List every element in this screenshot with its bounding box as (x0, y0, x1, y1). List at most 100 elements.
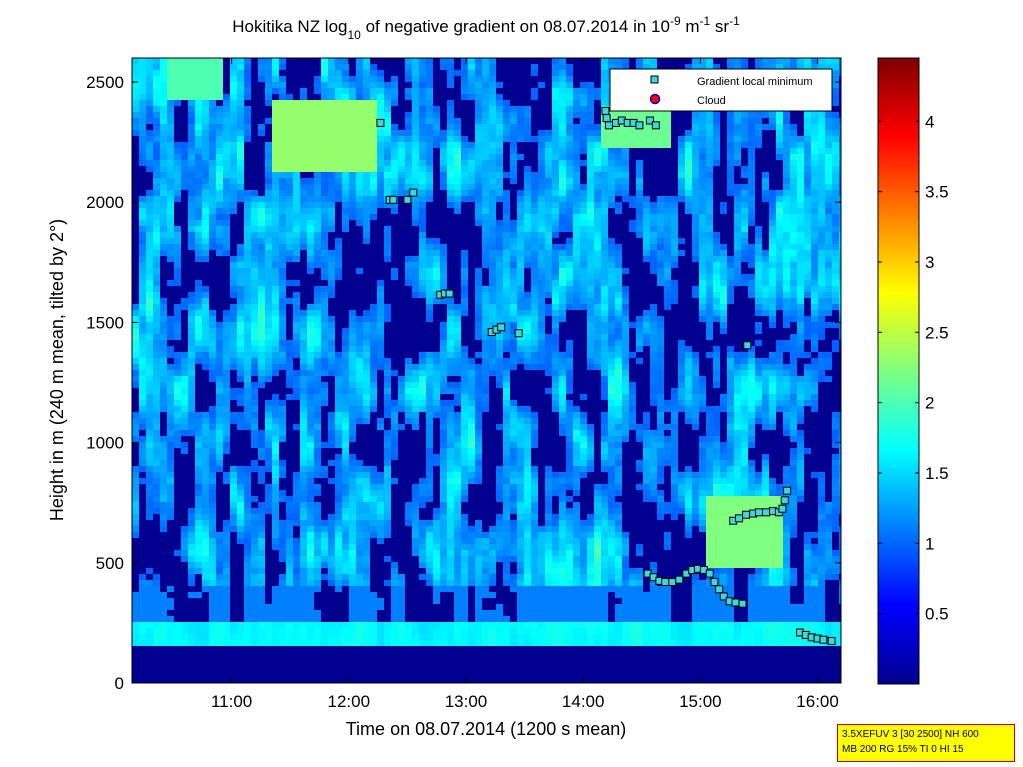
heatmap-cell (608, 538, 615, 544)
heatmap-cell (160, 484, 167, 490)
heatmap-cell (293, 220, 300, 226)
heatmap-cell (552, 382, 559, 388)
heatmap-cell (167, 334, 174, 340)
heatmap-cell (146, 610, 153, 616)
heatmap-cell (384, 442, 391, 448)
heatmap-cell (188, 124, 195, 130)
heatmap-cell (321, 544, 328, 550)
heatmap-cell (524, 124, 531, 130)
heatmap-cell (580, 244, 587, 250)
heatmap-cell (216, 196, 223, 202)
heatmap-cell (433, 238, 440, 244)
heatmap-cell (615, 148, 622, 154)
heatmap-cell (454, 580, 461, 586)
heatmap-cell (608, 250, 615, 256)
heatmap-cell (181, 394, 188, 400)
heatmap-cell (377, 328, 384, 334)
heatmap-cell (461, 478, 468, 484)
heatmap-cell (482, 124, 489, 130)
heatmap-cell (524, 208, 531, 214)
heatmap-cell (426, 160, 433, 166)
heatmap-cell (524, 352, 531, 358)
heatmap-cell (496, 634, 503, 640)
heatmap-cell (209, 316, 216, 322)
heatmap-cell (300, 100, 307, 106)
heatmap-cell (160, 220, 167, 226)
heatmap-cell (517, 634, 524, 640)
heatmap-cell (433, 406, 440, 412)
heatmap-cell (195, 136, 202, 142)
heatmap-cell (146, 292, 153, 298)
heatmap-cell (153, 616, 160, 622)
heatmap-cell (132, 502, 139, 508)
heatmap-cell (286, 196, 293, 202)
heatmap-cell (580, 628, 587, 634)
heatmap-cell (496, 520, 503, 526)
heatmap-cell (363, 238, 370, 244)
heatmap-cell (517, 490, 524, 496)
heatmap-cell (132, 430, 139, 436)
heatmap-cell (328, 64, 335, 70)
heatmap-cell (363, 178, 370, 184)
heatmap-cell (517, 424, 524, 430)
heatmap-cell (524, 484, 531, 490)
heatmap-cell (202, 568, 209, 574)
heatmap-cell (545, 274, 552, 280)
heatmap-cell (307, 244, 314, 250)
heatmap-cell (174, 376, 181, 382)
heatmap-cell (419, 352, 426, 358)
heatmap-cell (244, 352, 251, 358)
heatmap-cell (293, 556, 300, 562)
heatmap-cell (328, 136, 335, 142)
heatmap-cell (384, 628, 391, 634)
heatmap-cell (433, 370, 440, 376)
heatmap-cell (566, 370, 573, 376)
heatmap-cell (342, 580, 349, 586)
heatmap-cell (293, 256, 300, 262)
heatmap-cell (510, 520, 517, 526)
heatmap-cell (454, 202, 461, 208)
heatmap-cell (601, 286, 608, 292)
heatmap-cell (328, 112, 335, 118)
heatmap-cell (538, 604, 545, 610)
heatmap-cell (363, 628, 370, 634)
heatmap-cell (538, 298, 545, 304)
heatmap-cell (482, 544, 489, 550)
heatmap-cell (146, 472, 153, 478)
heatmap-cell (517, 478, 524, 484)
heatmap-cell (419, 538, 426, 544)
heatmap-cell (314, 346, 321, 352)
heatmap-cell (482, 292, 489, 298)
heatmap-cell (482, 574, 489, 580)
heatmap-cell (482, 550, 489, 556)
heatmap-cell (132, 622, 139, 628)
heatmap-cell (272, 478, 279, 484)
heatmap-cell (447, 490, 454, 496)
heatmap-cell (524, 640, 531, 646)
heatmap-cell (524, 172, 531, 178)
heatmap-cell (356, 196, 363, 202)
heatmap-cell (335, 406, 342, 412)
heatmap-cell (440, 358, 447, 364)
heatmap-cell (412, 178, 419, 184)
heatmap-cell (426, 412, 433, 418)
heatmap-cell (293, 592, 300, 598)
heatmap-cell (202, 112, 209, 118)
heatmap-cell (405, 412, 412, 418)
heatmap-cell (307, 460, 314, 466)
heatmap-cell (496, 628, 503, 634)
heatmap-cell (251, 226, 258, 232)
heatmap-cell (265, 346, 272, 352)
heatmap-cell (209, 490, 216, 496)
heatmap-cell (370, 478, 377, 484)
heatmap-cell (146, 166, 153, 172)
heatmap-cell (321, 364, 328, 370)
heatmap-cell (314, 328, 321, 334)
heatmap-cell (566, 580, 573, 586)
heatmap-cell (538, 574, 545, 580)
heatmap-cell (335, 112, 342, 118)
heatmap-cell (342, 478, 349, 484)
heatmap-cell (258, 232, 265, 238)
heatmap-cell (258, 196, 265, 202)
heatmap-cell (356, 556, 363, 562)
